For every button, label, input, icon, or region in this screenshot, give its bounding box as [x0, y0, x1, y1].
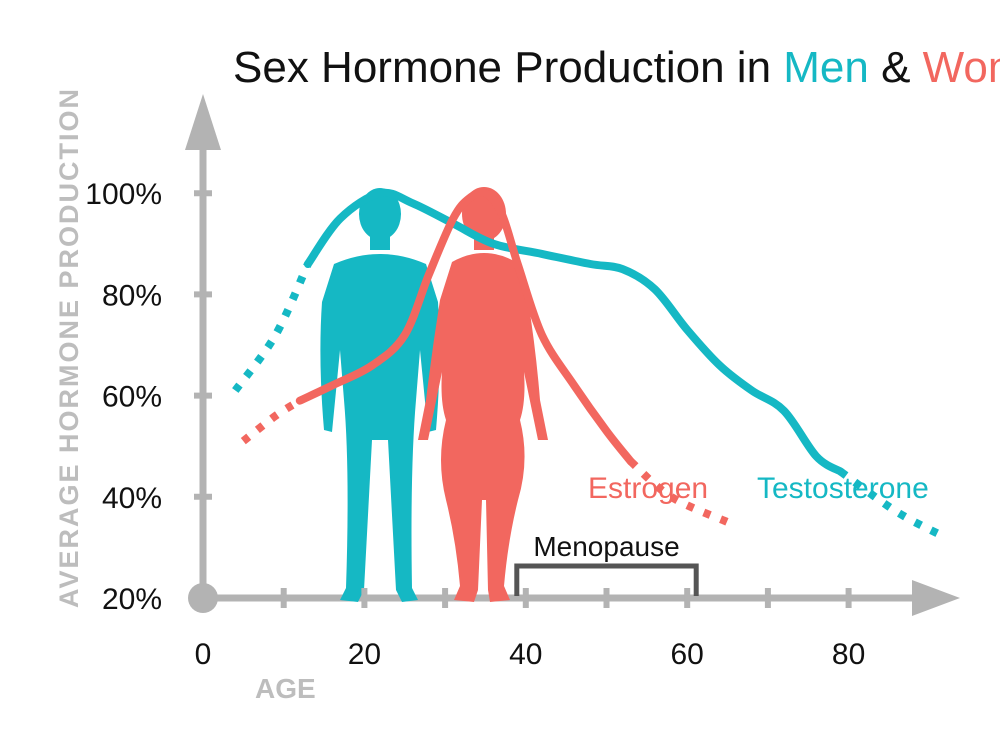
- title-men-word: Men: [783, 43, 869, 92]
- series-line-testosterone: [303, 188, 845, 476]
- series-dotted-end-testosterone: [838, 468, 948, 541]
- x-tick-label: 40: [509, 638, 542, 671]
- series-label-estrogen: Estrogen: [588, 472, 708, 505]
- series-dotted-start-estrogen: [240, 397, 302, 445]
- series-layer: [232, 188, 948, 541]
- tick-layer: 20% 40% 60% 80% 100% 0 20 40 60 80: [85, 178, 865, 671]
- axes: [185, 94, 960, 616]
- y-tick-label: 100%: [85, 178, 162, 211]
- y-axis-label: AVERAGE HORMONE PRODUCTION: [54, 87, 84, 608]
- y-tick-label: 40%: [102, 482, 162, 515]
- y-tick-label: 80%: [102, 279, 162, 312]
- title-part-1: Sex Hormone Production in: [233, 43, 783, 92]
- menopause-bracket: [514, 563, 699, 596]
- x-tick-label: 60: [671, 638, 704, 671]
- x-axis-label: AGE: [255, 673, 316, 704]
- title-women-word: Women: [923, 43, 1000, 92]
- x-axis-arrow-icon: [912, 580, 960, 616]
- y-tick-label: 60%: [102, 381, 162, 414]
- title-part-3: &: [869, 43, 923, 92]
- menopause-annotation: Menopause: [514, 531, 699, 596]
- man-silhouette-icon: [320, 188, 440, 602]
- x-tick-label: 20: [348, 638, 381, 671]
- x-tick-label: 0: [195, 638, 212, 671]
- menopause-label: Menopause: [533, 531, 679, 562]
- chart-title: Sex Hormone Production in Men & Women: [233, 43, 1000, 92]
- x-tick-label: 80: [832, 638, 865, 671]
- y-tick-label: 20%: [102, 583, 162, 616]
- series-label-testosterone: Testosterone: [757, 472, 929, 505]
- series-line-estrogen: [295, 188, 635, 466]
- y-axis-arrow-icon: [185, 94, 221, 150]
- origin-dot: [188, 583, 218, 613]
- series-dotted-start-testosterone: [232, 262, 312, 393]
